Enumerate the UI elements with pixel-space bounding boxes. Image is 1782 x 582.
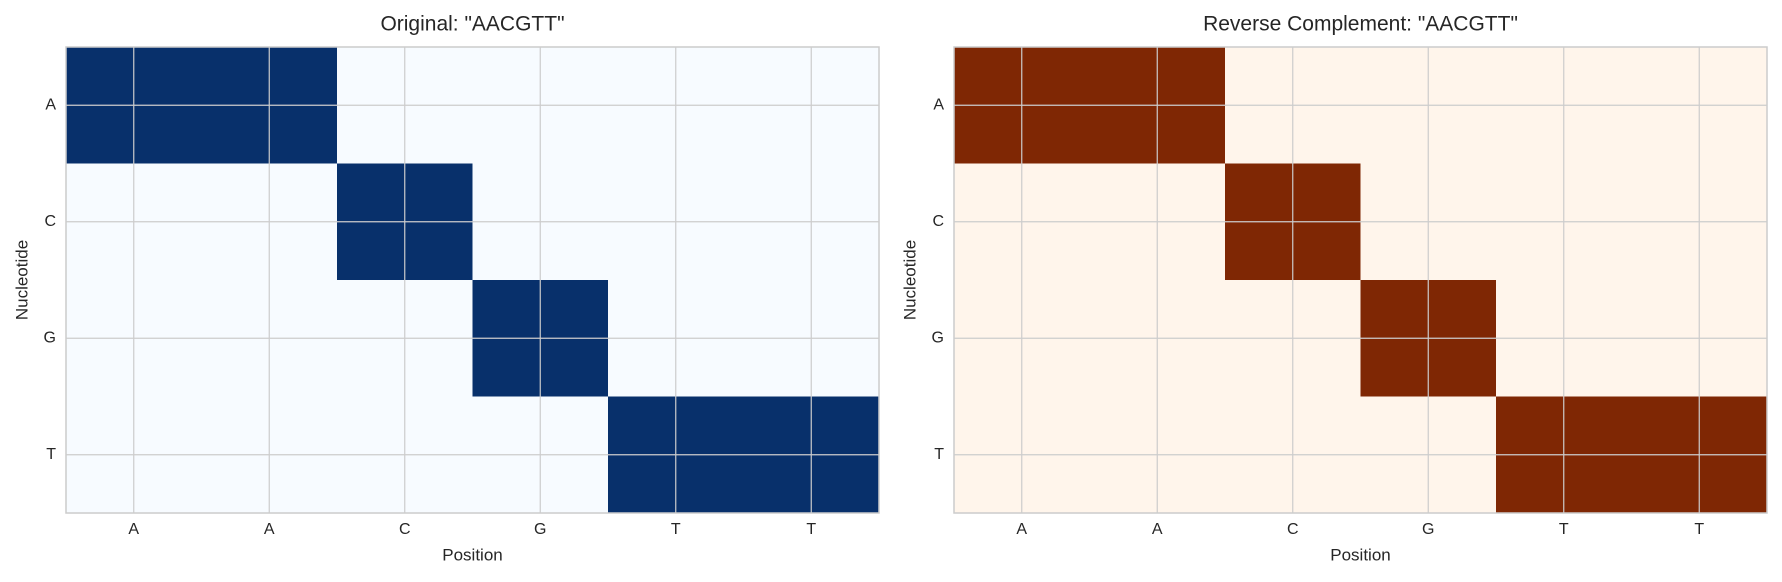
x-tick-label: C	[399, 521, 411, 538]
y-tick-label: G	[44, 329, 56, 346]
x-tick-label: G	[534, 521, 546, 538]
y-tick-label: G	[932, 329, 944, 346]
x-axis-label: Position	[1330, 545, 1390, 564]
x-tick-label: T	[806, 521, 816, 538]
y-tick-label: C	[44, 213, 56, 230]
y-tick-label: C	[932, 213, 944, 230]
chart-title: Original: "AACGTT"	[380, 13, 564, 36]
x-tick-label: A	[128, 521, 139, 538]
y-tick-label: T	[934, 446, 944, 463]
x-tick-label: T	[671, 521, 681, 538]
y-tick-label: A	[45, 96, 56, 113]
chart-title: Reverse Complement: "AACGTT"	[1203, 13, 1518, 36]
x-tick-label: C	[1287, 521, 1299, 538]
y-axis-label: Nucleotide	[12, 240, 31, 320]
y-axis-label: Nucleotide	[900, 240, 919, 320]
x-tick-label: A	[1016, 521, 1027, 538]
x-axis-label: Position	[442, 545, 502, 564]
x-tick-label: T	[1694, 521, 1704, 538]
axes-frame	[953, 46, 1768, 514]
x-tick-label: T	[1559, 521, 1569, 538]
y-tick-label: T	[46, 446, 56, 463]
x-tick-label: G	[1422, 521, 1434, 538]
axes-frame	[65, 46, 880, 514]
x-tick-label: A	[1152, 521, 1163, 538]
x-tick-label: A	[264, 521, 275, 538]
y-tick-label: A	[933, 96, 944, 113]
